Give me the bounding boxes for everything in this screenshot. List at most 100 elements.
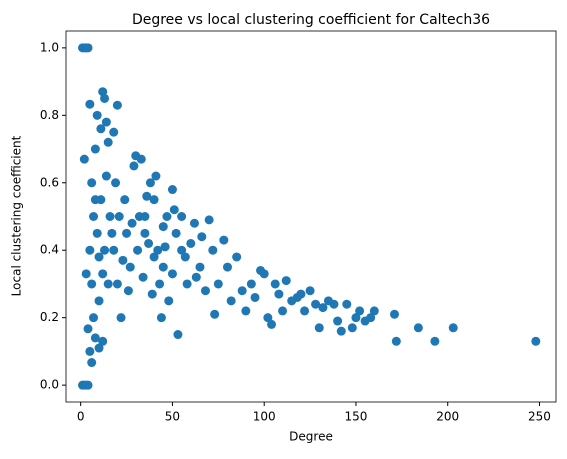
point bbox=[246, 279, 256, 289]
point bbox=[98, 87, 108, 97]
point bbox=[531, 336, 541, 346]
x-tick-label: 200 bbox=[436, 410, 459, 424]
point bbox=[120, 195, 130, 205]
point bbox=[109, 127, 119, 137]
y-tick-label: 0.8 bbox=[40, 108, 59, 122]
point bbox=[158, 222, 168, 232]
point bbox=[83, 43, 93, 53]
point bbox=[329, 299, 339, 309]
point bbox=[300, 306, 310, 316]
point bbox=[151, 171, 161, 181]
point bbox=[140, 212, 150, 221]
point bbox=[160, 242, 170, 252]
point bbox=[173, 330, 183, 340]
point bbox=[107, 228, 117, 238]
point bbox=[347, 323, 357, 333]
point bbox=[87, 279, 97, 289]
point bbox=[197, 232, 207, 242]
point bbox=[169, 205, 179, 215]
point bbox=[336, 326, 346, 336]
x-tick-label: 50 bbox=[165, 410, 180, 424]
point bbox=[263, 313, 273, 323]
point bbox=[177, 245, 187, 255]
x-tick-label: 250 bbox=[528, 410, 551, 424]
plot-frame bbox=[65, 30, 557, 403]
point bbox=[171, 228, 181, 238]
point bbox=[92, 110, 102, 120]
point bbox=[103, 137, 113, 147]
y-tick-label: 0.0 bbox=[40, 378, 59, 392]
x-tick-label: 0 bbox=[77, 410, 85, 424]
point bbox=[180, 252, 190, 262]
point bbox=[281, 276, 291, 286]
point bbox=[162, 212, 172, 221]
point bbox=[114, 212, 124, 221]
point bbox=[89, 313, 99, 323]
point bbox=[208, 245, 218, 255]
point bbox=[270, 279, 280, 289]
point bbox=[85, 346, 95, 356]
point bbox=[219, 235, 229, 245]
point bbox=[145, 178, 155, 188]
point bbox=[366, 313, 376, 323]
point bbox=[123, 286, 133, 296]
point bbox=[100, 245, 110, 255]
point bbox=[430, 336, 440, 346]
point bbox=[167, 185, 177, 195]
point bbox=[116, 313, 126, 323]
y-axis-label: Local clustering coefficient bbox=[10, 135, 24, 296]
point bbox=[100, 93, 110, 103]
point bbox=[241, 306, 251, 316]
point bbox=[103, 279, 113, 289]
point bbox=[195, 262, 205, 272]
point bbox=[83, 380, 93, 390]
point bbox=[167, 269, 177, 279]
point bbox=[177, 212, 187, 221]
y-tick-label: 0.4 bbox=[40, 243, 59, 257]
point bbox=[136, 154, 146, 164]
point bbox=[149, 195, 159, 205]
point bbox=[213, 279, 223, 289]
point bbox=[144, 238, 154, 248]
point bbox=[118, 255, 128, 265]
point bbox=[142, 191, 152, 201]
point bbox=[222, 262, 232, 272]
point bbox=[149, 252, 159, 262]
point bbox=[79, 154, 89, 164]
point bbox=[122, 228, 132, 238]
point bbox=[267, 319, 277, 329]
point bbox=[129, 161, 139, 171]
y-tick-label: 1.0 bbox=[40, 40, 59, 54]
point bbox=[448, 323, 458, 333]
point bbox=[90, 333, 100, 343]
point bbox=[318, 303, 328, 313]
point bbox=[98, 269, 108, 279]
point bbox=[296, 289, 306, 299]
point bbox=[413, 323, 423, 333]
point bbox=[87, 358, 97, 368]
point bbox=[125, 262, 135, 272]
point bbox=[189, 218, 199, 228]
point bbox=[259, 269, 269, 279]
point bbox=[182, 279, 192, 289]
point bbox=[90, 195, 100, 205]
point bbox=[390, 309, 400, 319]
point bbox=[89, 212, 99, 221]
point bbox=[109, 245, 119, 255]
point bbox=[305, 286, 315, 296]
point bbox=[101, 171, 111, 181]
point bbox=[96, 124, 106, 134]
point bbox=[237, 286, 247, 296]
point bbox=[127, 218, 137, 228]
point bbox=[210, 309, 220, 319]
point bbox=[81, 269, 91, 279]
point bbox=[186, 238, 196, 248]
point bbox=[278, 306, 288, 316]
point bbox=[391, 336, 401, 346]
point bbox=[87, 178, 97, 188]
point bbox=[355, 306, 365, 316]
point bbox=[200, 286, 210, 296]
point bbox=[153, 245, 163, 255]
point bbox=[85, 245, 95, 255]
point bbox=[351, 313, 361, 323]
